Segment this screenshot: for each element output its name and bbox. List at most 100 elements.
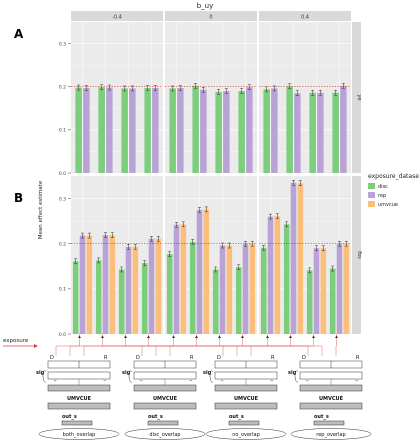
exposure-arrowhead (34, 344, 38, 348)
y-tick-label-row0-0: 0.0 (59, 171, 66, 177)
bar-disc-r0c1g3 (238, 91, 245, 173)
box-umvcue-3 (299, 402, 363, 410)
bar-umvcue-r1c0g1 (109, 235, 116, 334)
sig-arc-1 (128, 370, 133, 383)
box-out-0 (61, 420, 93, 426)
bar-disc-r0c2g3 (332, 92, 339, 173)
legend-swatch-disc (368, 183, 375, 189)
bar-rep-r0c1g2 (223, 91, 230, 173)
bar-disc-r1c0g3 (141, 263, 148, 334)
label-r-1: R (190, 355, 194, 361)
bar-umvcue-r1c2g3 (343, 243, 350, 334)
panel-bg-r1c0 (71, 176, 163, 334)
bar-rep-r0c2g2 (317, 92, 324, 173)
panel-bg-r1c1 (165, 176, 257, 334)
label-out-3: out_s (314, 414, 329, 420)
bar-rep-r1c2g3 (336, 243, 343, 334)
label-umvcue-3: UMVCUE (319, 396, 344, 402)
facet-strip-label-col-2: 0.4 (301, 15, 309, 21)
box-s-0 (47, 371, 111, 380)
scenario-label-3: rep_overlap (316, 432, 345, 438)
box-s-2 (214, 371, 278, 380)
label-out-2: out_s (229, 414, 244, 420)
legend-label-disc: disc (378, 184, 388, 190)
facet-strip-label-row-0: ye (356, 94, 362, 100)
legend-title: exposure_dataset (368, 173, 419, 180)
box-grey-2 (214, 384, 278, 392)
connector-marker-10 (312, 335, 315, 338)
bar-disc-r0c0g1 (98, 87, 105, 173)
y-tick-label-row1-0: 0.0 (59, 332, 66, 338)
connector-marker-7 (241, 335, 244, 338)
connector-marker-1 (101, 335, 104, 338)
connector-marker-5 (195, 335, 198, 338)
legend-label-umvcue: umvcue (378, 202, 398, 208)
label-r-2: R (271, 355, 275, 361)
facet-strip-col-2 (259, 11, 351, 21)
facet-strip-row-0 (352, 22, 361, 173)
bar-rep-r1c2g1 (290, 182, 297, 334)
y-tick-label-row0-1: 0.1 (59, 128, 66, 134)
box-umvcue-1 (133, 402, 197, 410)
y-tick-label-row1-2: 0.2 (59, 242, 66, 248)
panel-label-b: B (14, 191, 23, 205)
bar-umvcue-r1c1g2 (226, 245, 233, 334)
y-tick-label-row1-3: 0.3 (59, 196, 66, 202)
connector-marker-8 (266, 335, 269, 338)
bar-rep-r1c1g0 (173, 224, 180, 334)
y-axis-label: Mean effect estimate (38, 180, 44, 239)
connector-marker-11 (335, 335, 338, 338)
bar-disc-r0c2g1 (286, 86, 293, 173)
overlap-diagrams: DRsigD_sR_sUMVCUEout_sboth_overlapDRsigD… (36, 355, 372, 440)
label-out-1: out_s (148, 414, 163, 420)
box-s-3 (299, 371, 363, 380)
box-out-2 (228, 420, 260, 426)
facet-strip-label-col-0: -0.4 (112, 15, 122, 21)
legend-label-rep: rep (378, 193, 386, 199)
bar-rep-r1c0g0 (79, 235, 86, 334)
bar-umvcue-r1c0g2 (132, 246, 139, 334)
chart-layer: -0.4 0 0.4 ye fbs 0.0 0.1 0.2 0.3 0.0 0.1 0.2 0.3 (59, 11, 362, 338)
label-r-3: R (356, 355, 360, 361)
connector-marker-2 (124, 335, 127, 338)
bar-rep-r1c0g1 (102, 235, 109, 334)
bar-rep-r0c1g0 (177, 88, 184, 173)
label-sig-1: sig (122, 370, 131, 376)
bar-rep-r1c1g1 (196, 209, 203, 334)
bar-umvcue-r1c2g1 (297, 183, 304, 334)
bar-disc-r0c1g0 (169, 88, 176, 173)
box-out-3 (313, 420, 345, 426)
label-d-3: D (302, 355, 306, 361)
connector-marker-6 (218, 335, 221, 338)
exposure-label: exposure (3, 338, 29, 344)
box-out-1 (147, 420, 179, 426)
label-d-0: D (50, 355, 54, 361)
bar-umvcue-r1c0g3 (155, 238, 162, 334)
connector-marker-0 (78, 335, 81, 338)
bar-umvcue-r1c2g0 (274, 216, 281, 334)
legend-swatch-umvcue (368, 201, 375, 207)
facet-strip-label-col-1: 0 (209, 15, 212, 21)
bar-rep-r0c0g3 (152, 88, 159, 173)
scenario-label-2: no_overlap (232, 432, 260, 438)
bar-rep-r0c0g1 (106, 87, 113, 173)
bar-rep-r1c1g3 (242, 243, 249, 334)
bar-disc-r1c2g0 (260, 247, 267, 334)
bar-rep-r0c2g3 (340, 85, 347, 173)
bar-disc-r0c0g3 (144, 88, 151, 173)
panel-bg-r1c2 (259, 176, 351, 334)
bar-umvcue-r1c1g0 (180, 224, 187, 334)
scenario-label-1: disc_overlap (149, 432, 180, 438)
scenario-diagram-2: DRsigD_sR_sUMVCUEout_sno_overlap (203, 355, 287, 440)
bar-disc-r0c0g2 (121, 88, 128, 173)
label-out-0: out_s (62, 414, 77, 420)
bar-rep-r0c0g0 (83, 88, 90, 173)
label-r-0: R (104, 355, 108, 361)
sig-arc-2 (209, 370, 214, 383)
connector-lines (55, 334, 338, 356)
bar-disc-r0c1g1 (192, 85, 199, 173)
bar-rep-r1c2g0 (267, 216, 274, 334)
bar-disc-r0c0g0 (75, 87, 82, 173)
